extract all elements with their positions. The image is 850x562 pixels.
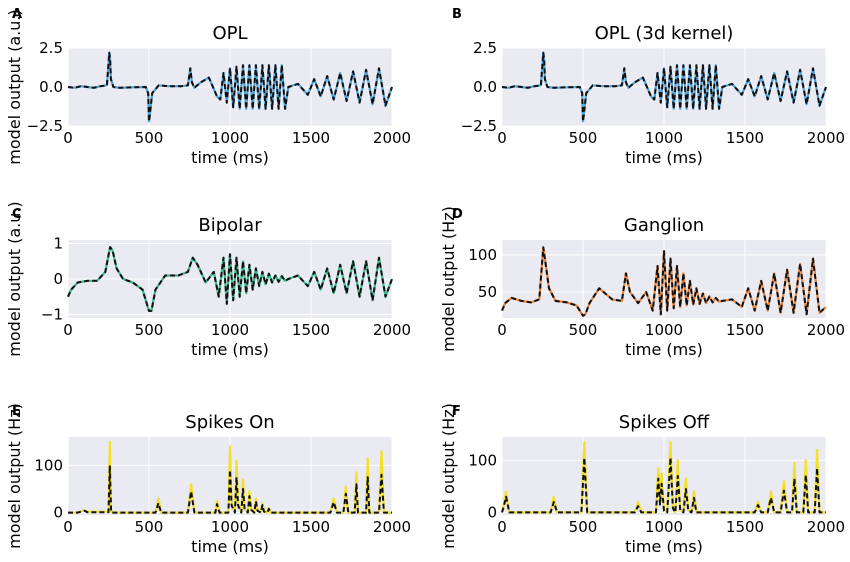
x-axis-label: time (ms) (191, 148, 269, 167)
x-tick-label: 2000 (373, 321, 411, 339)
x-tick-label: 1500 (292, 321, 330, 339)
panel-title: OPL (3d kernel) (595, 23, 734, 44)
series-line-reference (501, 51, 827, 123)
x-axis-label: time (ms) (625, 340, 703, 359)
x-tick-label: 1500 (292, 129, 330, 147)
x-tick-label: 1500 (726, 129, 764, 147)
panel-letter: A (12, 7, 22, 22)
panel-D: D Ganglion 0 500 1000 1500 2000 100 50 time (ms) m… (439, 206, 845, 359)
x-tick-label: 0 (497, 321, 507, 339)
x-tick-label: 0 (497, 518, 507, 536)
y-axis-label: model output (Hz) (439, 206, 458, 352)
y-tick-label: 100 (34, 456, 63, 474)
x-tick-label: 1000 (645, 321, 683, 339)
y-tick-label: −1 (41, 305, 63, 323)
y-tick-label: −2.5 (461, 117, 497, 135)
x-tick-label: 0 (63, 129, 73, 147)
x-tick-label: 500 (569, 518, 598, 536)
series-line-reference (501, 456, 826, 514)
x-tick-label: 1500 (726, 321, 764, 339)
panel-title: OPL (212, 23, 247, 44)
x-tick-label: 1000 (211, 129, 249, 147)
panel-letter: C (12, 207, 22, 222)
series-line-reference (68, 464, 392, 514)
x-axis-label: time (ms) (625, 148, 703, 167)
panel-letter: E (12, 404, 21, 419)
x-tick-label: 2000 (807, 129, 845, 147)
x-tick-label: 1500 (726, 518, 764, 536)
x-tick-label: 1000 (211, 518, 249, 536)
x-tick-label: 500 (135, 129, 164, 147)
x-tick-label: 2000 (807, 321, 845, 339)
panel-title: Spikes On (185, 412, 274, 433)
x-tick-label: 500 (569, 129, 598, 147)
y-tick-label: 50 (478, 283, 497, 301)
panel-title: Bipolar (198, 215, 262, 236)
y-axis-label: model output (a.u.) (5, 201, 24, 356)
y-tick-label: −2.5 (27, 117, 63, 135)
panel-A: A OPL 0 500 1000 1500 2000 2.5 0.0 −2.5 time (ms) m… (5, 7, 411, 167)
x-tick-label: 0 (63, 321, 73, 339)
x-tick-label: 1000 (645, 129, 683, 147)
x-axis-label: time (ms) (191, 537, 269, 556)
x-tick-label: 2000 (373, 129, 411, 147)
y-tick-label: 2.5 (39, 39, 63, 57)
x-axis-label: time (ms) (625, 537, 703, 556)
y-tick-label: 0.0 (473, 78, 497, 96)
y-tick-label: 0 (487, 503, 497, 521)
panel-title: Ganglion (624, 215, 704, 236)
y-axis-label: model output (Hz) (5, 403, 24, 549)
x-axis-label: time (ms) (191, 340, 269, 359)
x-tick-label: 1000 (645, 518, 683, 536)
series-line-reference (67, 246, 393, 312)
y-tick-label: 1 (53, 235, 63, 253)
x-tick-label: 500 (135, 321, 164, 339)
panel-B: B OPL (3d kernel) 0 500 1000 1500 2000 2.5 0.0 −2… (452, 7, 845, 167)
x-tick-label: 1500 (292, 518, 330, 536)
y-axis-label: model output (Hz) (439, 403, 458, 549)
y-tick-label: 0 (53, 504, 63, 522)
panel-title: Spikes Off (619, 412, 710, 433)
x-tick-label: 500 (569, 321, 598, 339)
x-tick-label: 1000 (211, 321, 249, 339)
y-tick-label: 0.0 (39, 78, 63, 96)
y-axis-label: model output (a.u.) (5, 9, 24, 164)
x-tick-label: 0 (497, 129, 507, 147)
y-tick-label: 2.5 (473, 39, 497, 57)
x-tick-label: 500 (135, 518, 164, 536)
x-tick-label: 2000 (373, 518, 411, 536)
y-tick-label: 100 (468, 246, 497, 264)
y-tick-label: 0 (53, 270, 63, 288)
panel-letter: D (452, 207, 463, 222)
x-tick-label: 2000 (807, 518, 845, 536)
y-tick-label: 100 (468, 451, 497, 469)
series-line-reference (501, 246, 827, 317)
panel-letter: F (452, 404, 461, 419)
panel-letter: B (452, 7, 462, 22)
series-line-reference (67, 51, 393, 123)
x-tick-label: 0 (63, 518, 73, 536)
